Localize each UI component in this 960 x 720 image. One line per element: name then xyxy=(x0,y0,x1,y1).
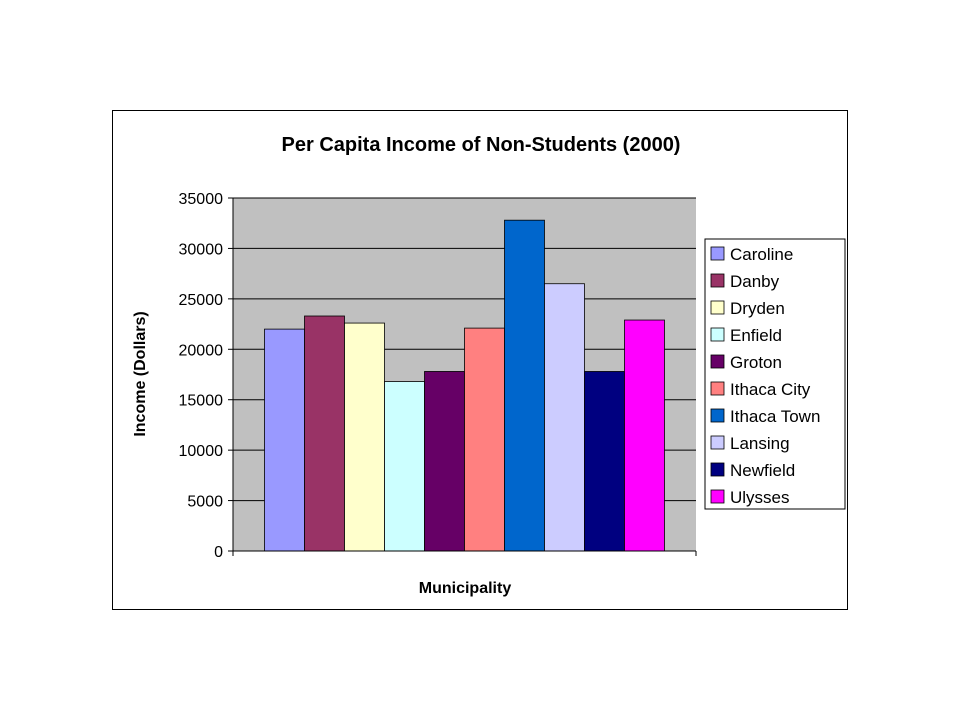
legend-swatch xyxy=(710,246,725,261)
legend-label: Danby xyxy=(730,272,780,291)
bar-chart: Per Capita Income of Non-Students (2000)… xyxy=(132,134,846,597)
y-tick-label: 25000 xyxy=(179,292,224,309)
legend-label: Caroline xyxy=(730,245,793,264)
y-tick-label: 5000 xyxy=(187,494,223,511)
bar-enfield xyxy=(384,381,425,552)
bar-caroline xyxy=(264,328,305,552)
legend-swatch xyxy=(710,381,725,396)
legend-label: Newfield xyxy=(730,461,795,480)
legend-swatch xyxy=(710,327,725,342)
legend-label: Ithaca City xyxy=(730,380,811,399)
legend-swatch xyxy=(710,435,725,450)
bar-newfield xyxy=(584,371,625,552)
y-tick-label: 20000 xyxy=(179,342,224,359)
legend-swatch xyxy=(710,273,725,288)
legend: Caroline Danby Dryden Enfield Groton Ithaca C… xyxy=(704,238,846,510)
axes: 0 5000 10000 15000 20000 25000 30000 35000 xyxy=(179,191,697,561)
bar-ithaca-town xyxy=(504,219,545,552)
y-tick-label: 35000 xyxy=(179,191,224,208)
bar-lansing xyxy=(544,283,585,552)
chart-frame: Per Capita Income of Non-Students (2000)… xyxy=(112,110,848,610)
legend-label: Ithaca Town xyxy=(730,407,820,426)
legend-swatch xyxy=(710,408,725,423)
legend-swatch xyxy=(710,354,725,369)
legend-label: Enfield xyxy=(730,326,782,345)
bar-ulysses xyxy=(624,319,665,552)
y-tick-label: 15000 xyxy=(179,393,224,410)
legend-swatch xyxy=(710,462,725,477)
y-axis-label: Income (Dollars) xyxy=(132,311,149,436)
y-tick-label: 10000 xyxy=(179,443,224,460)
legend-label: Groton xyxy=(730,353,782,372)
bar-dryden xyxy=(344,322,385,552)
bar-danby xyxy=(304,315,345,552)
legend-swatch xyxy=(710,489,725,504)
legend-box xyxy=(704,238,846,510)
legend-swatch xyxy=(710,300,725,315)
bar-ithaca-city xyxy=(464,327,505,552)
x-axis-label: Municipality xyxy=(419,580,512,597)
chart-title: Per Capita Income of Non-Students (2000) xyxy=(282,134,681,156)
y-tick-label: 30000 xyxy=(179,241,224,258)
legend-label: Dryden xyxy=(730,299,785,318)
y-tick-label: 0 xyxy=(214,544,223,561)
legend-label: Lansing xyxy=(730,434,790,453)
legend-label: Ulysses xyxy=(730,488,790,507)
bar-groton xyxy=(424,371,465,552)
